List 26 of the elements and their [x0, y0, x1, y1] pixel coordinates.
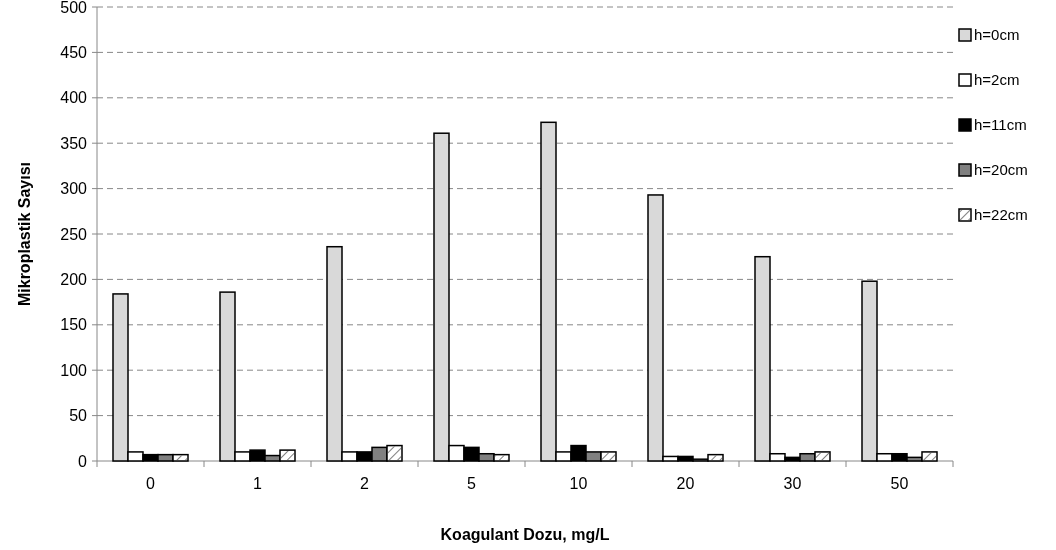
x-axis-title: Koagulant Dozu, mg/L: [440, 526, 610, 543]
y-tick-label: 100: [60, 361, 88, 379]
x-tick-label: 5: [467, 475, 477, 492]
legend-label: h=22cm: [974, 206, 1028, 224]
x-tick-label: 0: [146, 475, 156, 492]
y-tick-label: 300: [60, 180, 88, 198]
legend-label: h=2cm: [974, 71, 1020, 89]
y-tick-label: 150: [60, 316, 88, 334]
y-tick-label: 0: [78, 452, 88, 470]
x-tick-label: 20: [676, 475, 695, 492]
y-axis-title: Mikroplastik Sayısı: [16, 161, 33, 307]
y-tick-label: 200: [60, 271, 88, 288]
y-tick-label: 500: [60, 0, 88, 16]
x-tick-label: 1: [253, 475, 263, 492]
legend-label: h=0cm: [974, 26, 1020, 44]
y-tick-label: 400: [60, 89, 88, 107]
y-tick-label: 450: [60, 44, 88, 61]
legend-label: h=20cm: [974, 161, 1028, 179]
y-tick-label: 50: [69, 407, 88, 425]
y-tick-label: 350: [60, 134, 88, 152]
x-tick-label: 10: [569, 475, 588, 492]
x-tick-label: 2: [360, 475, 370, 492]
x-tick-label: 50: [890, 475, 909, 492]
x-tick-label: 30: [783, 475, 802, 492]
y-tick-label: 250: [60, 225, 88, 243]
legend-label: h=11cm: [974, 116, 1027, 134]
